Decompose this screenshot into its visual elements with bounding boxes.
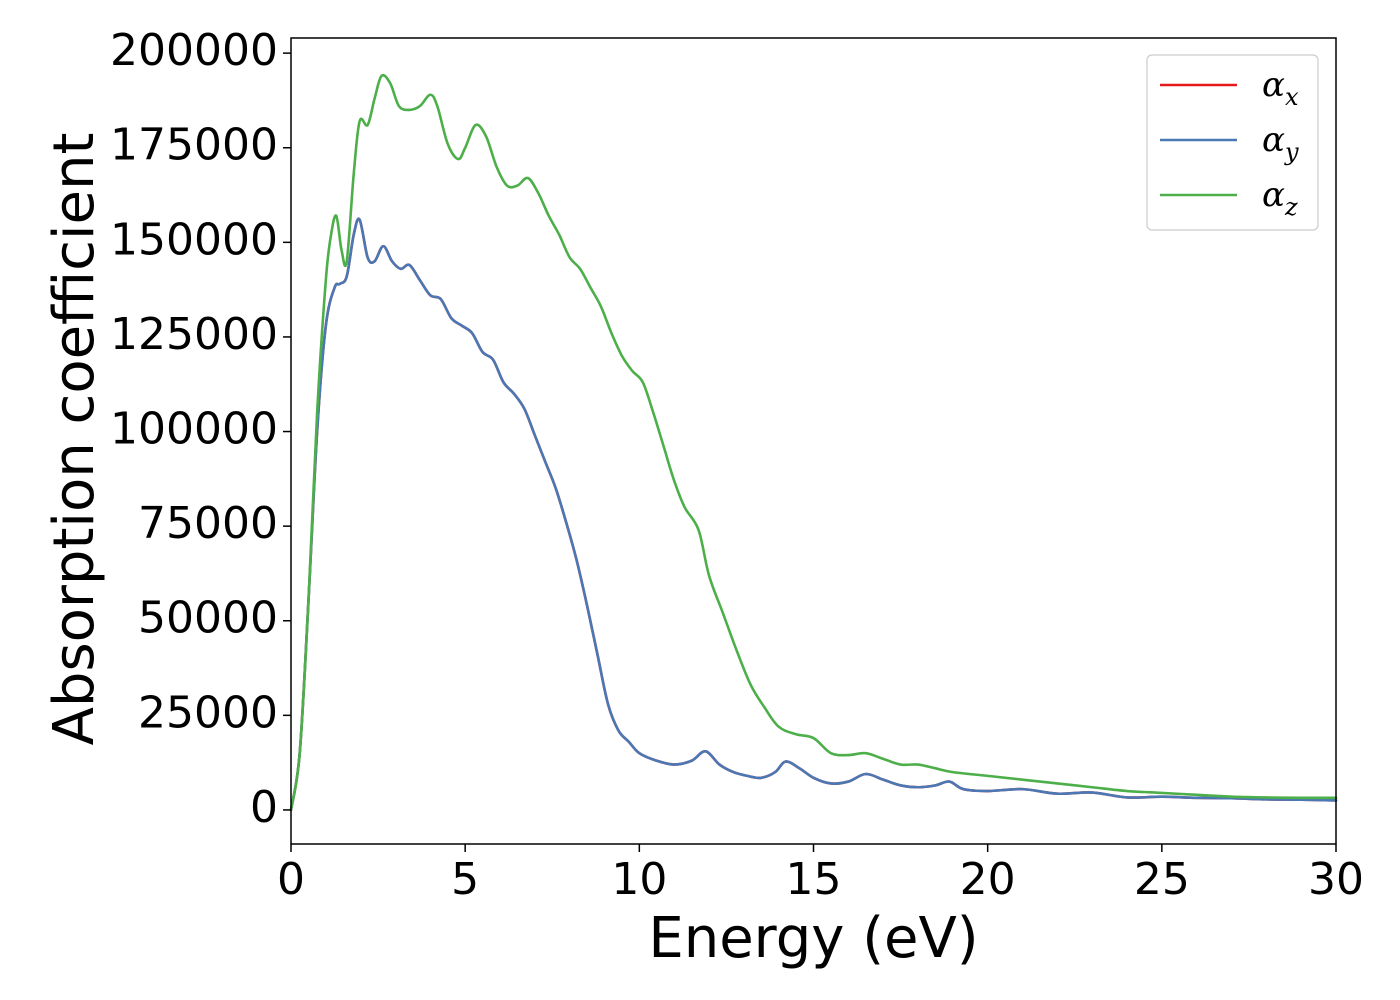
y-tick-label: 200000: [110, 25, 278, 76]
x-tick-label: 10: [611, 854, 667, 905]
x-tick-label: 25: [1134, 854, 1190, 905]
y-tick-label: 0: [250, 782, 278, 833]
x-tick-label: 15: [786, 854, 842, 905]
legend-label-x: αx: [1262, 65, 1299, 111]
y-tick-label: 175000: [110, 120, 278, 171]
y-axis-title: Absorption coefficient: [42, 133, 107, 746]
tick-layer: 0 5 10 15 20 25 30 0 25000 50000 75000 100000 125000…: [110, 25, 1364, 905]
y-tick-label: 125000: [110, 309, 278, 360]
series-layer: [289, 73, 1338, 812]
legend-symbol: α: [1262, 175, 1285, 215]
y-tick-label: 150000: [110, 214, 278, 265]
y-tick-label: 100000: [110, 404, 278, 455]
legend-label-z: αz: [1262, 175, 1298, 221]
legend-subscript: x: [1285, 83, 1299, 111]
x-tick-label: 5: [451, 854, 479, 905]
series-line-x: [289, 217, 1338, 812]
legend-box: [1146, 54, 1319, 231]
series-line-y: [289, 217, 1338, 812]
legend-symbol: α: [1262, 65, 1285, 105]
y-tick-label: 25000: [138, 687, 278, 738]
y-tick-label: 50000: [138, 593, 278, 644]
legend-symbol: α: [1262, 120, 1285, 160]
x-tick-label: 0: [277, 854, 305, 905]
legend-label-y: αy: [1262, 120, 1299, 166]
series-line-z: [289, 73, 1338, 812]
y-tick-label: 75000: [138, 498, 278, 549]
legend-subscript: z: [1284, 193, 1298, 221]
legend-subscript: y: [1284, 138, 1299, 166]
x-tick-label: 20: [960, 854, 1016, 905]
x-tick-label: 30: [1308, 854, 1364, 905]
x-axis-title: Energy (eV): [648, 906, 978, 971]
